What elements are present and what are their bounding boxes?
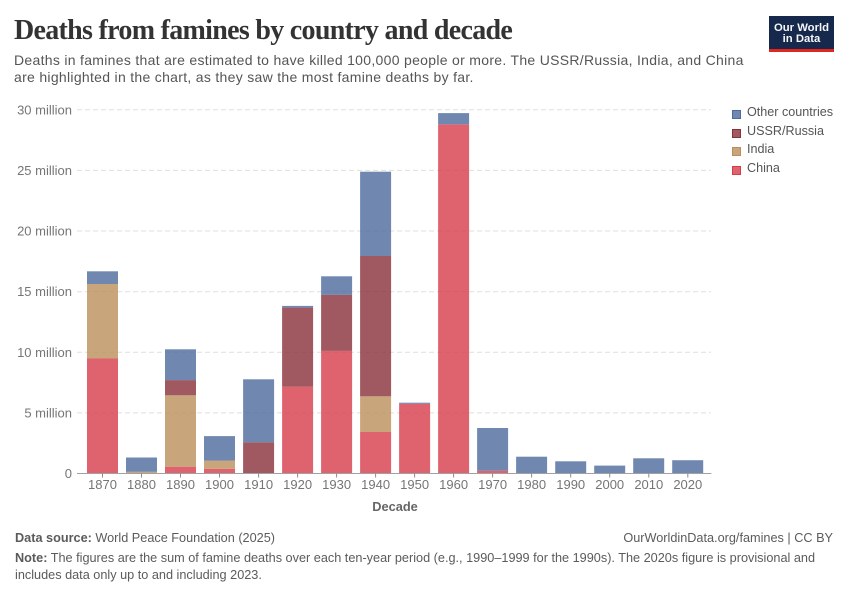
svg-text:1990: 1990 bbox=[556, 477, 585, 492]
svg-text:25 million: 25 million bbox=[17, 163, 72, 178]
svg-text:1910: 1910 bbox=[244, 477, 273, 492]
svg-text:1960: 1960 bbox=[439, 477, 468, 492]
svg-text:30 million: 30 million bbox=[17, 102, 72, 117]
svg-text:1890: 1890 bbox=[166, 477, 195, 492]
svg-text:2010: 2010 bbox=[634, 477, 663, 492]
svg-text:1940: 1940 bbox=[361, 477, 390, 492]
svg-text:1980: 1980 bbox=[517, 477, 546, 492]
svg-text:2020: 2020 bbox=[673, 477, 702, 492]
svg-text:1950: 1950 bbox=[400, 477, 429, 492]
svg-text:1970: 1970 bbox=[478, 477, 507, 492]
svg-text:15 million: 15 million bbox=[17, 284, 72, 299]
svg-text:1900: 1900 bbox=[205, 477, 234, 492]
svg-text:20 million: 20 million bbox=[17, 224, 72, 239]
svg-text:1930: 1930 bbox=[322, 477, 351, 492]
svg-text:2000: 2000 bbox=[595, 477, 624, 492]
svg-text:1870: 1870 bbox=[88, 477, 117, 492]
svg-text:Decade: Decade bbox=[372, 499, 418, 514]
svg-text:1880: 1880 bbox=[127, 477, 156, 492]
svg-text:1920: 1920 bbox=[283, 477, 312, 492]
svg-text:5 million: 5 million bbox=[24, 405, 72, 420]
svg-text:0: 0 bbox=[65, 466, 72, 481]
svg-text:10 million: 10 million bbox=[17, 345, 72, 360]
